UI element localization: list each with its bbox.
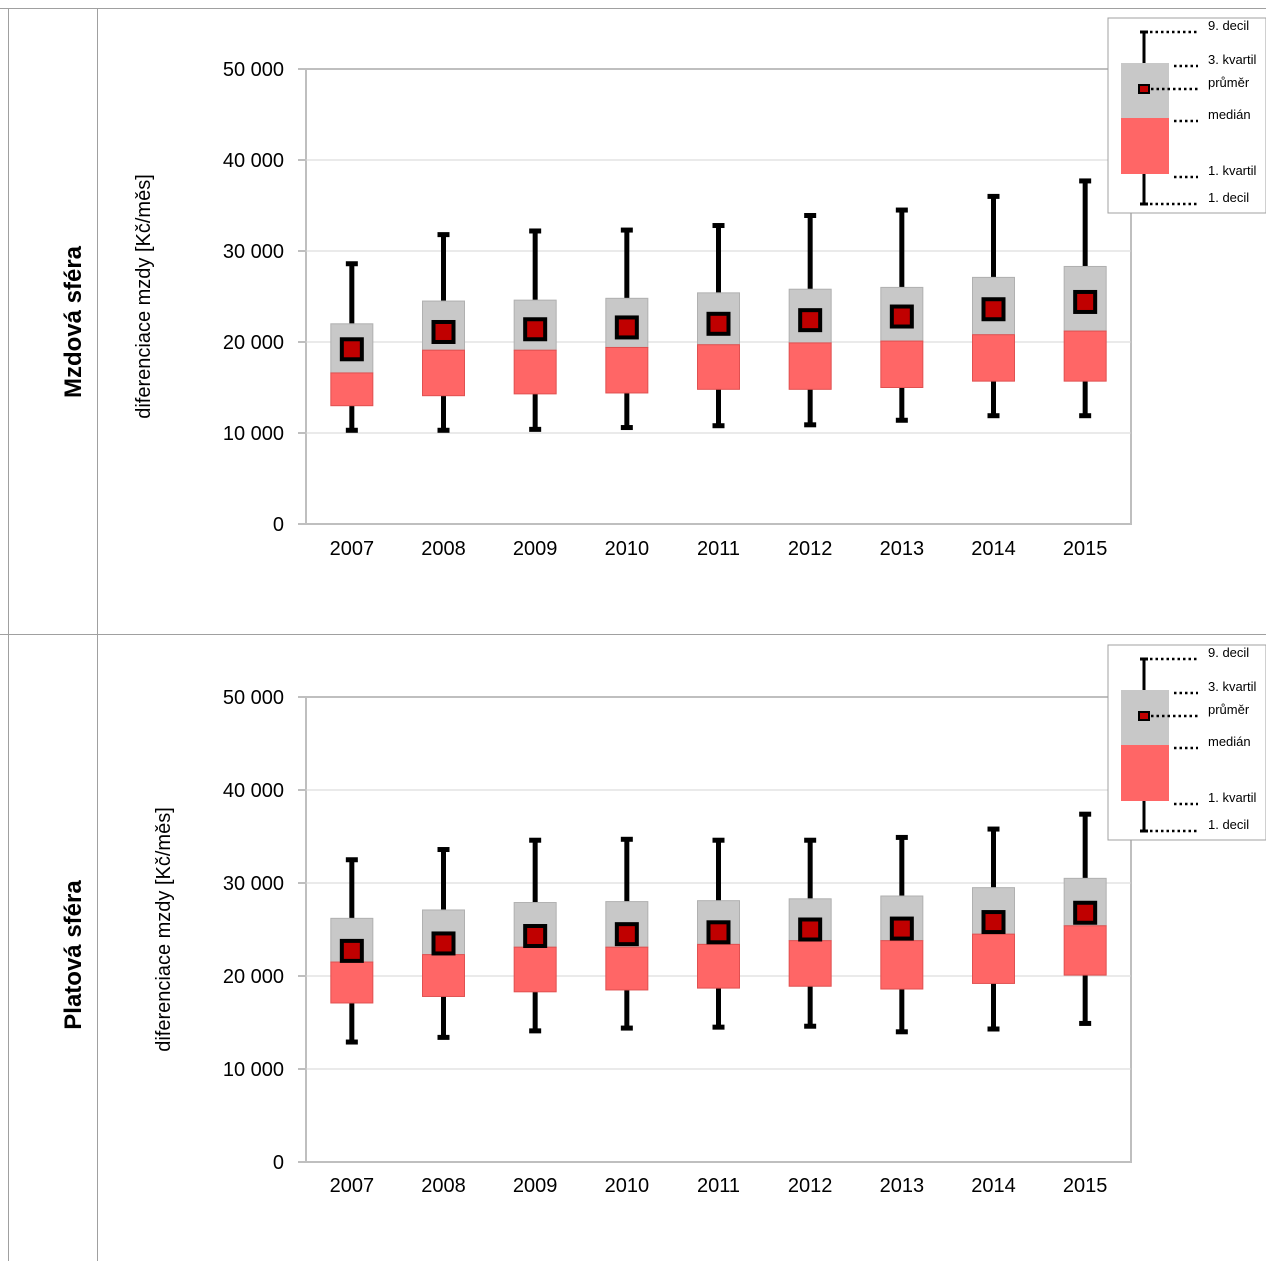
y-tick-label: 10 000: [223, 1059, 284, 1081]
box-lower: [513, 946, 557, 993]
box-lower: [1063, 925, 1107, 976]
y-tick-label: 0: [273, 1152, 284, 1174]
x-tick-label: 2013: [880, 538, 925, 560]
legend-label-median: medián: [1208, 734, 1251, 749]
x-tick-label: 2010: [605, 1175, 650, 1197]
legend-label-9-decil: 9. decil: [1208, 18, 1249, 33]
box-lower: [788, 940, 832, 987]
mean-marker: [431, 931, 456, 956]
x-tick-label: 2014: [971, 1175, 1016, 1197]
x-tick-label: 2012: [788, 538, 833, 560]
mean-marker: [523, 317, 548, 342]
chart-panel-mzdova-sfera: 0 10 000 20 000 30 000 40 000 50 000 diferenci…: [133, 17, 1266, 560]
legend: 9. decil 3. kvartil průměr medián 1. kvartil…: [1107, 17, 1266, 214]
legend-box-lower: [1121, 118, 1169, 174]
mean-marker: [981, 910, 1006, 935]
mean-marker: [614, 922, 639, 947]
mean-marker: [431, 319, 456, 344]
mean-marker: [798, 308, 823, 333]
table-border-top: [0, 8, 1266, 9]
mean-marker: [339, 938, 364, 963]
box-lower: [880, 340, 924, 388]
y-tick-label: 0: [273, 514, 284, 536]
legend-label-1-kvartil: 1. kvartil: [1208, 163, 1257, 178]
legend-mean-marker: [1138, 84, 1150, 94]
box-lower: [422, 954, 465, 997]
y-tick-label: 20 000: [223, 332, 284, 354]
x-tick-label: 2009: [513, 538, 558, 560]
x-tick-label: 2015: [1063, 538, 1108, 560]
x-tick-label: 2008: [421, 1175, 466, 1197]
y-tick-label: 40 000: [223, 780, 284, 802]
legend-label-1-decil: 1. decil: [1208, 817, 1249, 832]
x-tick-label: 2009: [513, 1175, 558, 1197]
x-tick-label: 2008: [421, 538, 466, 560]
mean-marker: [614, 315, 639, 340]
box-lower: [513, 349, 557, 395]
legend: 9. decil 3. kvartil průměr medián 1. kvartil…: [1107, 644, 1266, 841]
legend-mean-marker: [1138, 711, 1150, 721]
x-tick-label: 2013: [880, 1175, 925, 1197]
box-lower: [972, 933, 1015, 984]
mean-marker: [798, 917, 823, 942]
y-tick-label: 30 000: [223, 873, 284, 895]
legend-label-prumer: průměr: [1208, 702, 1250, 717]
y-axis-label: diferenciace mzdy [Kč/měs]: [133, 174, 155, 419]
mean-marker: [706, 920, 731, 945]
mean-marker: [1073, 900, 1098, 925]
legend-label-1-kvartil: 1. kvartil: [1208, 790, 1257, 805]
mean-marker: [889, 304, 914, 329]
x-tick-label: 2010: [605, 538, 650, 560]
box-lower: [605, 946, 649, 991]
x-tick-label: 2015: [1063, 1175, 1108, 1197]
box-lower: [330, 961, 374, 1004]
table-column-divider: [97, 8, 98, 1261]
box-lower: [605, 346, 649, 394]
y-tick-label: 30 000: [223, 241, 284, 263]
box-lower: [972, 334, 1015, 382]
box-lower: [697, 344, 740, 390]
x-tick-label: 2011: [697, 538, 740, 560]
x-tick-label: 2007: [330, 538, 375, 560]
mean-marker: [889, 916, 914, 941]
y-tick-label: 10 000: [223, 423, 284, 445]
mean-marker: [339, 337, 364, 362]
x-tick-label: 2011: [697, 1175, 740, 1197]
mean-marker: [1073, 289, 1098, 314]
box-lower: [880, 940, 924, 990]
mean-marker: [981, 297, 1006, 322]
legend-label-3-kvartil: 3. kvartil: [1208, 679, 1257, 694]
legend-label-9-decil: 9. decil: [1208, 645, 1249, 660]
box-lower: [1063, 330, 1107, 382]
chart-panel-platova-sfera: 0 10 000 20 000 30 000 40 000 50 000 diferenci…: [153, 644, 1266, 1197]
x-tick-label: 2014: [971, 538, 1016, 560]
legend-label-prumer: průměr: [1208, 75, 1250, 90]
table-row-divider: [0, 634, 1266, 635]
legend-box-lower: [1121, 745, 1169, 801]
legend-label-3-kvartil: 3. kvartil: [1208, 52, 1257, 67]
x-tick-label: 2012: [788, 1175, 833, 1197]
y-tick-label: 40 000: [223, 150, 284, 172]
legend-label-1-decil: 1. decil: [1208, 190, 1249, 205]
mean-marker: [706, 311, 731, 336]
legend-label-median: medián: [1208, 107, 1251, 122]
y-tick-label: 20 000: [223, 966, 284, 988]
box-lower: [697, 943, 740, 989]
x-tick-label: 2007: [330, 1175, 375, 1197]
y-tick-label: 50 000: [223, 59, 284, 81]
box-lower: [788, 342, 832, 390]
mean-marker: [523, 924, 548, 949]
box-lower: [422, 349, 465, 397]
y-axis-label: diferenciace mzdy [Kč/měs]: [153, 807, 175, 1052]
table-border-left: [8, 8, 9, 1261]
box-lower: [330, 372, 374, 407]
y-tick-label: 50 000: [223, 687, 284, 709]
